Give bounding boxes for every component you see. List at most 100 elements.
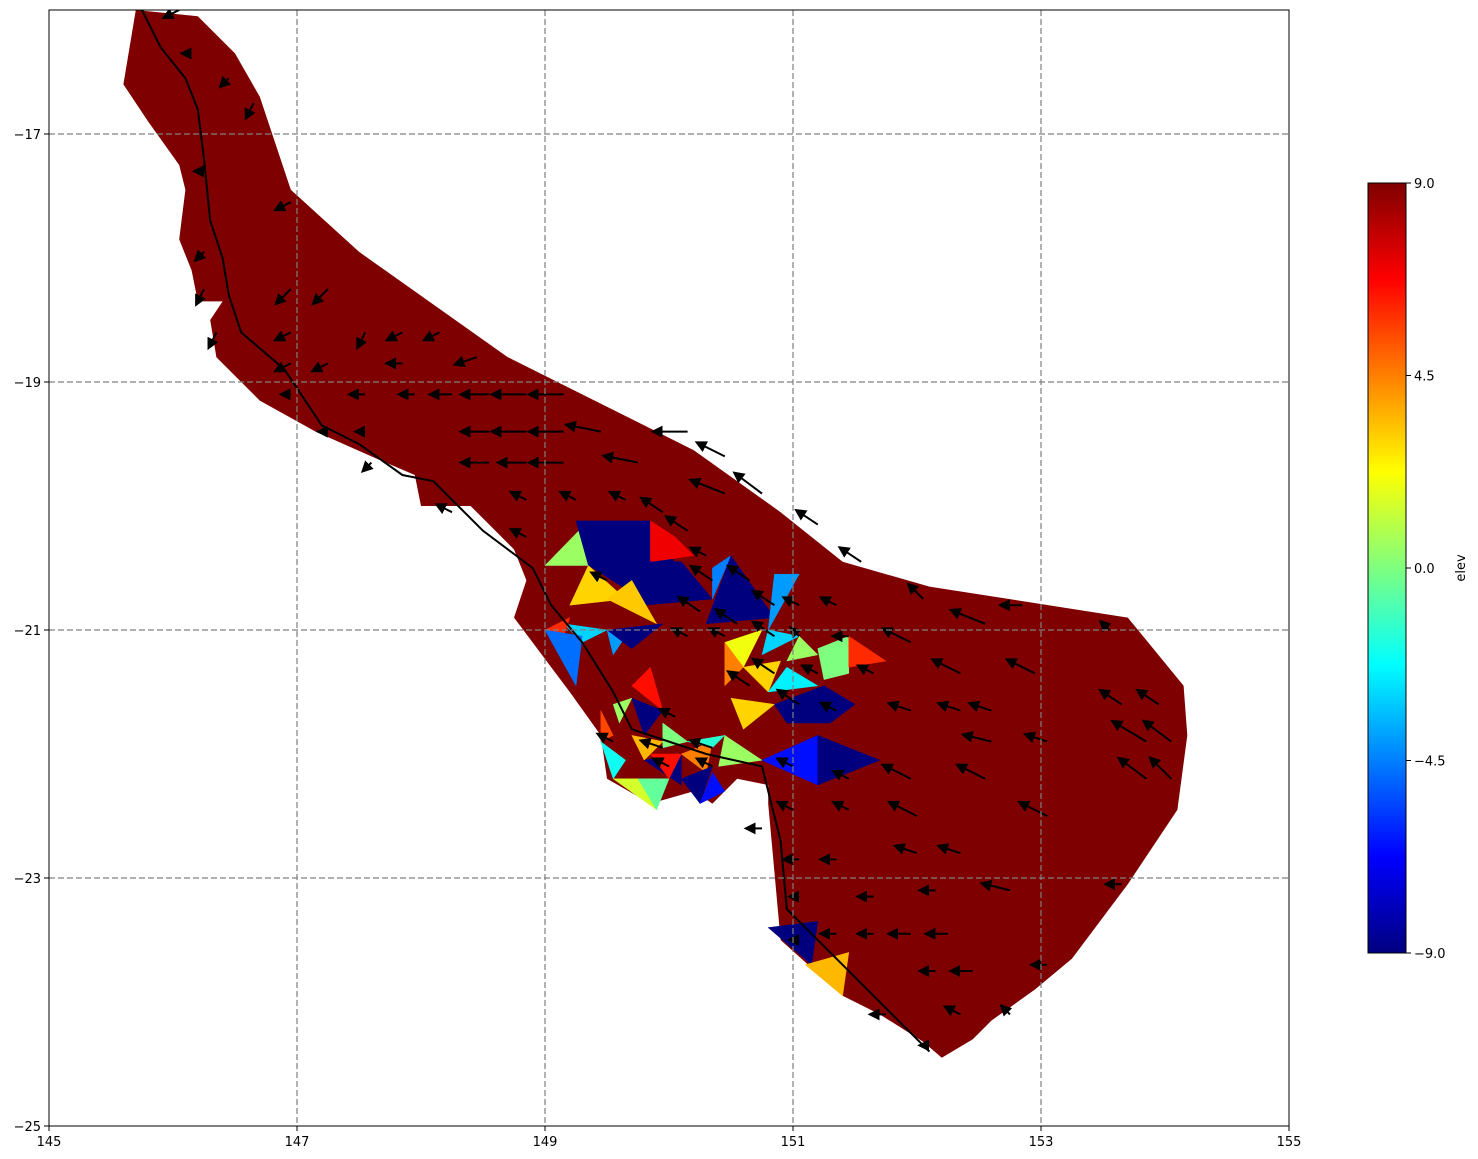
x-tick-label: 149 bbox=[533, 1135, 558, 1150]
current-arrow bbox=[218, 75, 232, 89]
current-arrow bbox=[707, 627, 726, 639]
current-arrow bbox=[726, 670, 751, 687]
current-arrow bbox=[1017, 800, 1048, 817]
current-arrow bbox=[892, 843, 918, 855]
elevation-patch bbox=[804, 952, 850, 997]
current-arrow bbox=[726, 564, 751, 582]
current-arrow bbox=[434, 503, 453, 515]
current-arrow bbox=[775, 800, 794, 812]
current-arrow bbox=[732, 471, 763, 495]
colorbar-tick-label: −4.5 bbox=[1414, 755, 1446, 770]
elevation-patch bbox=[774, 685, 856, 724]
current-arrow bbox=[1135, 688, 1160, 706]
y-tick-label: −17 bbox=[14, 128, 41, 143]
current-arrow bbox=[311, 288, 329, 306]
current-arrow bbox=[1116, 756, 1148, 780]
current-arrow bbox=[694, 441, 726, 458]
current-arrow bbox=[688, 477, 726, 495]
current-arrow bbox=[942, 1005, 961, 1017]
current-arrow bbox=[794, 508, 819, 526]
current-arrow bbox=[1148, 755, 1172, 780]
current-arrow bbox=[601, 451, 639, 464]
elevation-patch bbox=[637, 778, 670, 811]
elevation-patch bbox=[631, 697, 664, 736]
current-arrow bbox=[244, 102, 256, 121]
elevation-patch bbox=[699, 772, 726, 805]
current-arrow bbox=[310, 361, 329, 373]
current-arrow bbox=[831, 769, 850, 781]
current-arrow bbox=[193, 249, 207, 263]
colorbar-tick-label: 9.0 bbox=[1414, 177, 1435, 192]
current-arrow bbox=[960, 731, 992, 743]
current-arrow bbox=[452, 355, 478, 368]
colorbar-tick-label: 0.0 bbox=[1414, 562, 1435, 577]
current-arrow bbox=[936, 700, 961, 712]
current-arrow bbox=[639, 496, 664, 514]
elevation-patch bbox=[705, 555, 775, 625]
elevation-patch bbox=[600, 740, 626, 780]
current-arrow bbox=[979, 879, 1011, 892]
current-arrow bbox=[886, 800, 918, 817]
colorbar-gradient bbox=[1368, 183, 1406, 953]
x-tick-label: 155 bbox=[1277, 1135, 1302, 1150]
current-arrow bbox=[886, 700, 912, 712]
current-arrow bbox=[657, 707, 676, 719]
current-arrow bbox=[676, 595, 701, 613]
elevation-patch bbox=[730, 697, 776, 730]
current-arrow bbox=[207, 331, 219, 351]
x-tick-label: 147 bbox=[285, 1135, 310, 1150]
current-arrow bbox=[999, 1003, 1013, 1017]
current-arrow bbox=[688, 546, 707, 558]
current-arrow bbox=[688, 564, 713, 582]
colorbar: 9.0 4.5 0.0 −4.5 −9.0 elev bbox=[1367, 177, 1469, 962]
current-arrow bbox=[607, 490, 627, 502]
plot-area bbox=[123, 10, 1188, 1058]
y-tick-label: −25 bbox=[14, 1120, 41, 1135]
x-axis: 145 147 149 151 153 155 bbox=[37, 1126, 1302, 1150]
current-arrow bbox=[384, 330, 403, 342]
elevation-patch bbox=[848, 635, 887, 668]
current-arrow bbox=[1098, 688, 1123, 706]
y-tick-label: −23 bbox=[14, 872, 41, 887]
current-arrow bbox=[360, 460, 374, 474]
plot-frame bbox=[48, 9, 1290, 1127]
current-arrow bbox=[775, 757, 794, 769]
current-arrow bbox=[837, 546, 862, 563]
y-tick-label: −21 bbox=[14, 624, 41, 639]
elevation-patch bbox=[681, 765, 713, 805]
current-arrow bbox=[781, 596, 800, 608]
current-arrow bbox=[195, 288, 206, 307]
elevation-patch bbox=[786, 635, 819, 662]
current-arrow bbox=[855, 664, 875, 676]
current-arrow bbox=[930, 658, 961, 675]
current-arrow bbox=[508, 490, 527, 502]
current-arrow bbox=[948, 608, 986, 625]
elevation-patch bbox=[562, 623, 608, 643]
current-arrow bbox=[421, 330, 441, 342]
current-arrow bbox=[638, 737, 664, 750]
current-arrow bbox=[713, 608, 738, 625]
current-arrow bbox=[563, 420, 601, 433]
current-arrow bbox=[273, 330, 292, 342]
coastline bbox=[141, 10, 931, 1053]
current-arrow bbox=[1110, 719, 1147, 743]
current-arrow bbox=[831, 800, 850, 812]
current-arrow bbox=[880, 763, 912, 780]
current-arrow bbox=[788, 625, 802, 639]
current-arrow bbox=[595, 732, 614, 744]
colorbar-ticks: 9.0 4.5 0.0 −4.5 −9.0 bbox=[1406, 177, 1446, 962]
colorbar-tick-label: 4.5 bbox=[1414, 370, 1435, 385]
current-arrow bbox=[1004, 658, 1036, 675]
current-arrow bbox=[955, 763, 986, 780]
current-vectors bbox=[161, 10, 1172, 1052]
current-arrow bbox=[508, 528, 527, 539]
current-arrow bbox=[688, 737, 713, 750]
current-arrow bbox=[880, 627, 912, 644]
current-arrow bbox=[818, 596, 837, 608]
elevation-patch bbox=[606, 580, 658, 625]
current-arrow bbox=[1141, 719, 1172, 743]
current-arrow bbox=[664, 515, 689, 532]
current-arrow bbox=[800, 664, 819, 676]
current-arrow bbox=[161, 10, 180, 19]
